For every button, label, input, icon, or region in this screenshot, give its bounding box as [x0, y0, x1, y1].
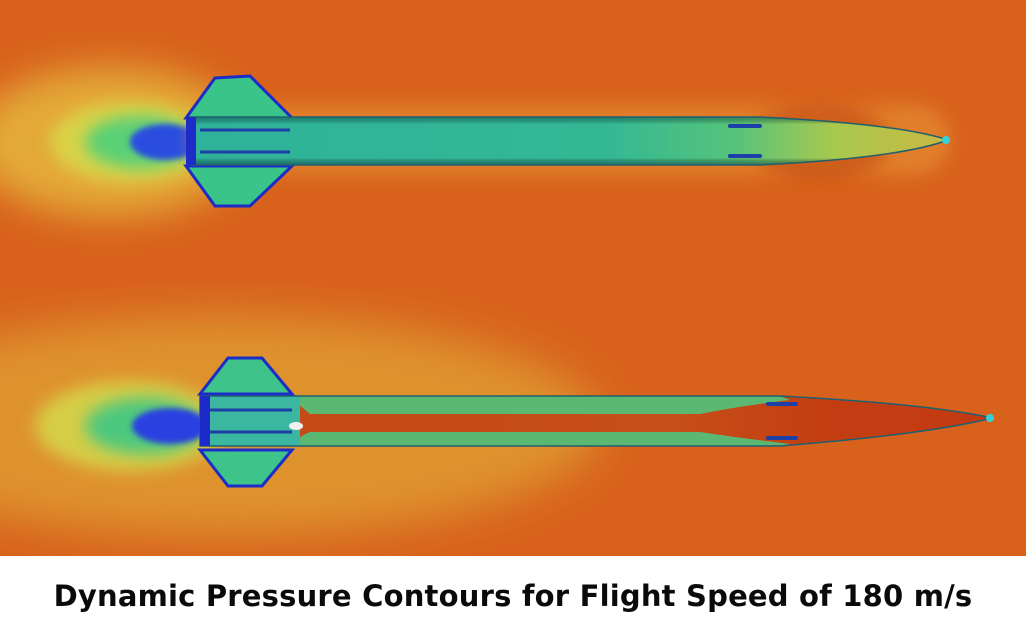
rocket-body-shading [190, 117, 948, 165]
wake-low-core [130, 124, 200, 160]
nose-tip [986, 414, 994, 422]
launch-lug-upper [766, 402, 798, 406]
lower-fin [186, 166, 292, 206]
wake-low-core [132, 408, 208, 444]
aft-body-section [200, 396, 300, 446]
launch-lug-lower [766, 436, 798, 440]
upper-fin [186, 76, 292, 118]
bottom-contour-panel [0, 286, 1026, 556]
nose-tip [942, 136, 950, 144]
lower-fin-edge [183, 164, 296, 208]
lower-fin-edge [196, 448, 296, 488]
separation-spot [289, 422, 303, 430]
rocket-base [186, 117, 196, 165]
launch-lug-lower [728, 154, 762, 158]
upper-boundary-layer [292, 396, 790, 414]
caption-bar: Dynamic Pressure Contours for Flight Spe… [0, 556, 1026, 636]
figure-caption: Dynamic Pressure Contours for Flight Spe… [53, 579, 973, 613]
upper-fin-edge [196, 356, 296, 396]
top-contour-svg [0, 0, 1026, 286]
lower-boundary-layer [292, 432, 790, 446]
top-contour-panel [0, 0, 1026, 286]
rocket-base [200, 396, 210, 446]
bottom-contour-svg [0, 286, 1026, 556]
launch-lug-upper [728, 124, 762, 128]
